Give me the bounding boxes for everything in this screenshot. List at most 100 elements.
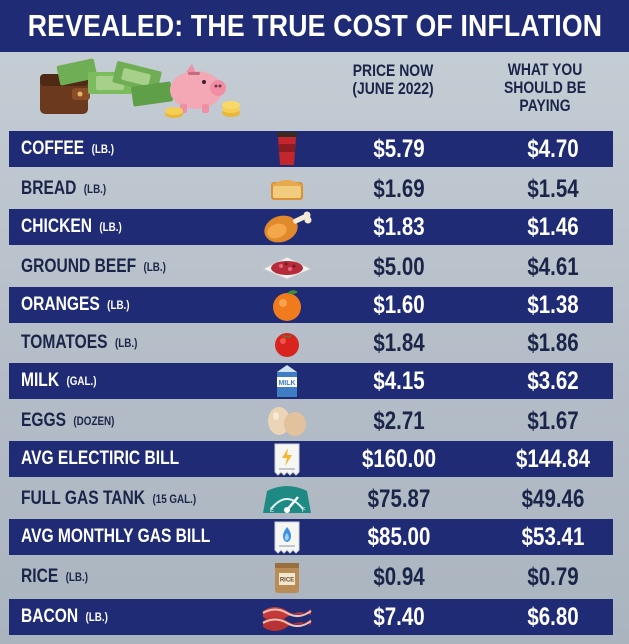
svg-text:E: E bbox=[270, 508, 274, 514]
item-name: BREAD (LB.) bbox=[21, 171, 106, 207]
price-now: $1.83 bbox=[373, 212, 425, 241]
svg-text:F: F bbox=[302, 508, 306, 514]
chicken-leg-icon bbox=[261, 210, 313, 244]
electric-bill-icon bbox=[261, 442, 313, 476]
table-row: CHICKEN (LB.) $1.83 $1.46 bbox=[9, 209, 613, 245]
price-should-pay: $4.61 bbox=[527, 252, 579, 281]
coffee-cup-icon bbox=[261, 132, 313, 166]
cash-bills-icon bbox=[56, 58, 173, 107]
item-unit: (LB.) bbox=[83, 182, 107, 196]
item-unit: (LB.) bbox=[143, 260, 166, 274]
table-row: AVG MONTHLY GAS BILL $85.00 $53.41 bbox=[9, 519, 613, 555]
item-name: AVG MONTHLY GAS BILL bbox=[21, 519, 210, 555]
item-label: FULL GAS TANK bbox=[21, 488, 146, 509]
price-should-pay: $4.70 bbox=[527, 134, 579, 163]
item-label: MILK bbox=[21, 370, 60, 391]
item-name: FULL GAS TANK (15 GAL.) bbox=[21, 481, 196, 517]
item-unit: (LB.) bbox=[99, 220, 122, 234]
bacon-icon bbox=[261, 600, 313, 634]
item-unit: (DOZEN) bbox=[73, 414, 115, 428]
item-label: CHICKEN bbox=[21, 216, 92, 237]
price-now: $2.71 bbox=[373, 406, 425, 435]
milk-carton-icon: MILK bbox=[261, 364, 313, 398]
item-name: ORANGES (LB.) bbox=[21, 287, 130, 323]
price-should-pay: $1.86 bbox=[527, 328, 579, 357]
price-now: $0.94 bbox=[373, 562, 425, 591]
item-unit: (15 GAL.) bbox=[152, 492, 197, 506]
item-unit: (LB.) bbox=[65, 570, 89, 584]
page-title: REVEALED: THE TRUE COST OF INFLATION bbox=[27, 8, 602, 43]
item-label: BACON bbox=[21, 606, 79, 627]
price-should-pay: $53.41 bbox=[521, 522, 585, 551]
table-row: EGGS (DOZEN) $2.71 $1.67 bbox=[9, 403, 613, 439]
money-piggy-bank-illustration bbox=[40, 58, 240, 118]
table-row: GROUND BEEF (LB.) $5.00 $4.61 bbox=[9, 249, 613, 285]
item-name: CHICKEN (LB.) bbox=[21, 209, 122, 245]
item-name: MILK (GAL.) bbox=[21, 363, 97, 399]
price-now: $5.79 bbox=[373, 134, 425, 163]
item-name: AVG ELECTIRIC BILL bbox=[21, 441, 179, 477]
price-now: $75.87 bbox=[367, 484, 431, 513]
item-unit: (LB.) bbox=[85, 610, 108, 624]
icon-label: RICE bbox=[280, 578, 294, 584]
rice-bag-icon: RICE bbox=[261, 560, 313, 594]
item-name: COFFEE (LB.) bbox=[21, 131, 114, 167]
icon-label: MILK bbox=[278, 380, 295, 387]
column-header-should-pay: WHAT YOU SHOULD BE PAYING bbox=[503, 60, 587, 115]
table-row: BREAD (LB.) $1.69 $1.54 bbox=[9, 171, 613, 207]
item-label: TOMATOES bbox=[21, 332, 108, 353]
item-name: BACON (LB.) bbox=[21, 599, 108, 635]
price-now: $1.60 bbox=[373, 290, 425, 319]
item-label: RICE bbox=[21, 566, 59, 587]
table-row: TOMATOES (LB.) $1.84 $1.86 bbox=[9, 325, 613, 361]
table-row: FULL GAS TANK (15 GAL.) E F $75.87 $49.46 bbox=[9, 481, 613, 517]
bread-icon bbox=[261, 172, 313, 206]
item-label: GROUND BEEF bbox=[21, 256, 137, 277]
item-label: ORANGES bbox=[21, 294, 100, 315]
price-should-pay: $0.79 bbox=[527, 562, 579, 591]
tomato-icon bbox=[261, 326, 313, 360]
price-should-pay: $1.38 bbox=[527, 290, 579, 319]
price-should-pay: $49.46 bbox=[521, 484, 585, 513]
item-label: AVG MONTHLY GAS BILL bbox=[21, 526, 211, 547]
price-now: $1.69 bbox=[373, 174, 425, 203]
price-should-pay: $1.54 bbox=[527, 174, 579, 203]
item-label: COFFEE bbox=[21, 138, 85, 159]
price-now: $85.00 bbox=[367, 522, 431, 551]
price-now: $7.40 bbox=[373, 602, 425, 631]
item-label: AVG ELECTIRIC BILL bbox=[21, 448, 180, 469]
table-row: BACON (LB.) $7.40 $6.80 bbox=[9, 599, 613, 635]
price-should-pay: $6.80 bbox=[527, 602, 579, 631]
item-unit: (LB.) bbox=[114, 336, 138, 350]
price-now: $4.15 bbox=[373, 366, 425, 395]
item-label: EGGS bbox=[21, 410, 67, 431]
table-row: COFFEE (LB.) $5.79 $4.70 bbox=[9, 131, 613, 167]
price-should-pay: $3.62 bbox=[527, 366, 579, 395]
price-now: $1.84 bbox=[373, 328, 425, 357]
item-label: BREAD bbox=[21, 178, 77, 199]
title-bar: REVEALED: THE TRUE COST OF INFLATION bbox=[0, 0, 629, 52]
table-row: AVG ELECTIRIC BILL $160.00 $144.84 bbox=[9, 441, 613, 477]
price-now: $5.00 bbox=[373, 252, 425, 281]
column-header-price-now: PRICE NOW (JUNE 2022) bbox=[352, 61, 434, 98]
item-unit: (LB.) bbox=[91, 142, 114, 156]
table-row: RICE (LB.) RICE $0.94 $0.79 bbox=[9, 559, 613, 595]
price-should-pay: $144.84 bbox=[515, 444, 591, 473]
table-row: MILK (GAL.) MILK $4.15 $3.62 bbox=[9, 363, 613, 399]
item-name: EGGS (DOZEN) bbox=[21, 403, 114, 439]
ground-beef-icon bbox=[261, 250, 313, 284]
piggy-bank-icon bbox=[170, 64, 226, 113]
item-name: TOMATOES (LB.) bbox=[21, 325, 137, 361]
item-name: RICE (LB.) bbox=[21, 559, 88, 595]
price-should-pay: $1.67 bbox=[527, 406, 579, 435]
price-now: $160.00 bbox=[361, 444, 437, 473]
eggs-icon bbox=[261, 404, 313, 438]
item-name: GROUND BEEF (LB.) bbox=[21, 249, 166, 285]
gas-bill-icon bbox=[261, 520, 313, 554]
price-should-pay: $1.46 bbox=[527, 212, 579, 241]
item-unit: (LB.) bbox=[107, 298, 130, 312]
coins-icon bbox=[165, 101, 240, 118]
orange-icon bbox=[261, 288, 313, 322]
item-unit: (GAL.) bbox=[66, 374, 97, 388]
